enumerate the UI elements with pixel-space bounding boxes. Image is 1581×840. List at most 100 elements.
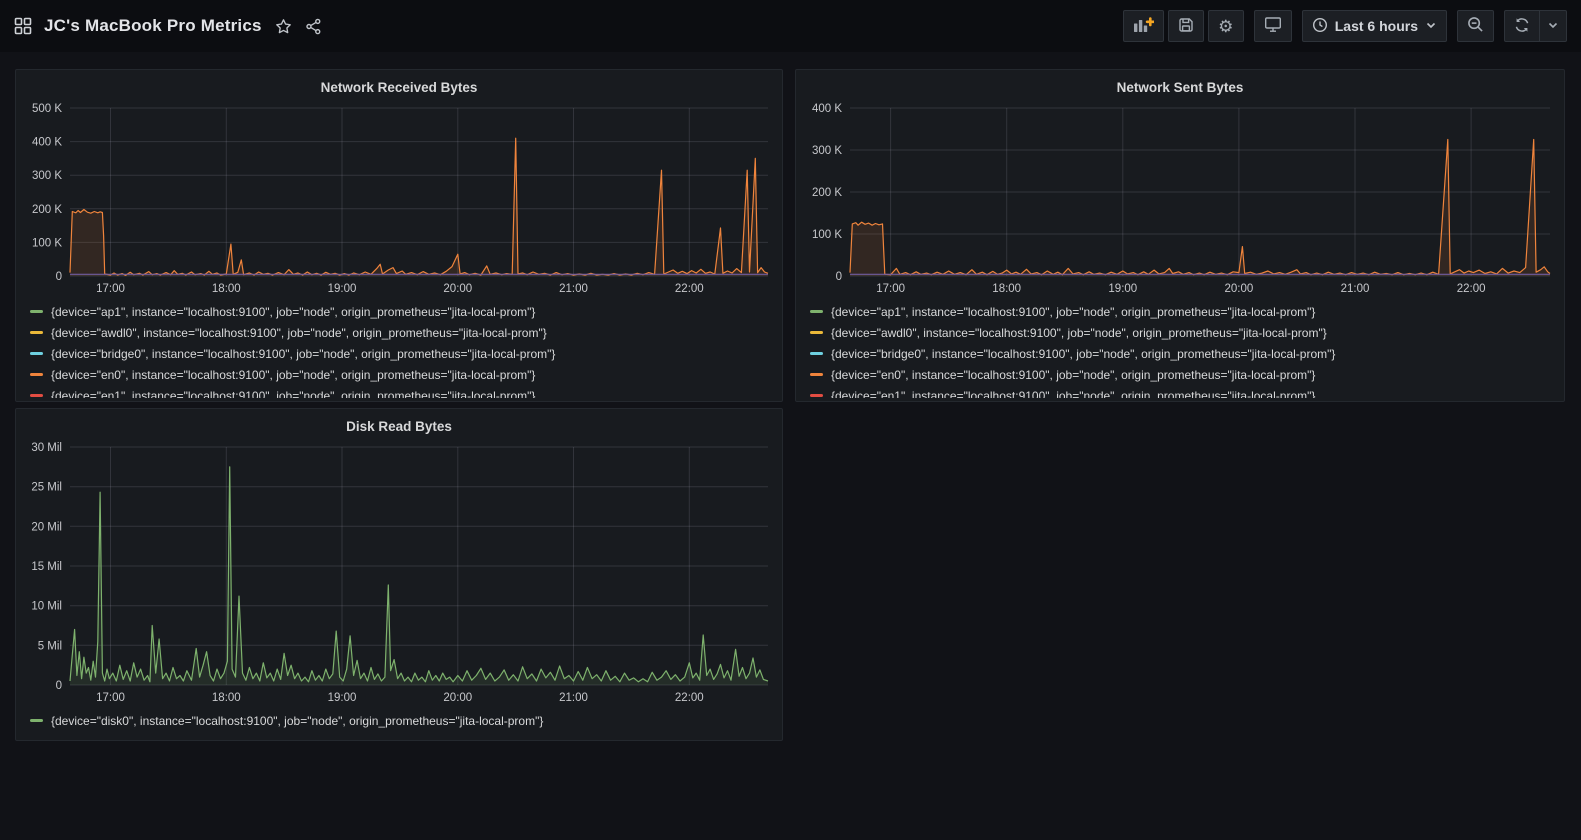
- zoom-out-icon: [1467, 16, 1484, 36]
- legend-series-dash: [30, 719, 43, 722]
- panel-title[interactable]: Network Sent Bytes: [1116, 80, 1244, 95]
- legend-item[interactable]: {device="en1", instance="localhost:9100"…: [30, 385, 768, 398]
- svg-text:10 Mil: 10 Mil: [31, 601, 62, 613]
- svg-text:400 K: 400 K: [812, 103, 842, 115]
- zoom-out-button[interactable]: [1457, 10, 1494, 42]
- svg-text:19:00: 19:00: [328, 283, 357, 295]
- panel-network-sent: Network Sent Bytes 17:00 18:00 19:00 20:00 2…: [795, 69, 1565, 402]
- time-range-picker[interactable]: Last 6 hours: [1301, 10, 1447, 42]
- svg-text:17:00: 17:00: [96, 283, 125, 295]
- svg-text:300 K: 300 K: [32, 170, 62, 182]
- svg-text:30 Mil: 30 Mil: [31, 442, 62, 454]
- svg-text:15 Mil: 15 Mil: [31, 561, 62, 573]
- legend-item[interactable]: {device="ap1", instance="localhost:9100"…: [30, 301, 768, 322]
- svg-text:20:00: 20:00: [443, 692, 472, 704]
- cycle-view-mode-button[interactable]: [1253, 10, 1292, 42]
- star-icon[interactable]: [274, 17, 293, 36]
- apps-icon[interactable]: [14, 17, 32, 35]
- svg-text:21:00: 21:00: [559, 692, 588, 704]
- svg-text:18:00: 18:00: [992, 283, 1021, 295]
- refresh-interval-dropdown[interactable]: [1539, 10, 1567, 42]
- panel-title[interactable]: Disk Read Bytes: [346, 419, 452, 434]
- svg-text:17:00: 17:00: [96, 692, 125, 704]
- legend-series-label: {device="bridge0", instance="localhost:9…: [51, 346, 556, 361]
- legend: {device="ap1", instance="localhost:9100"…: [804, 298, 1556, 398]
- legend-series-label: {device="en0", instance="localhost:9100"…: [831, 367, 1316, 382]
- legend-series-dash: [810, 352, 823, 355]
- legend-series-label: {device="bridge0", instance="localhost:9…: [831, 346, 1336, 361]
- svg-text:19:00: 19:00: [1108, 283, 1137, 295]
- save-icon: [1178, 17, 1194, 36]
- legend-item[interactable]: {device="awdl0", instance="localhost:910…: [810, 322, 1550, 343]
- legend-item[interactable]: {device="ap1", instance="localhost:9100"…: [810, 301, 1550, 322]
- svg-text:17:00: 17:00: [876, 283, 905, 295]
- clock-icon: [1312, 17, 1328, 36]
- legend-item[interactable]: {device="awdl0", instance="localhost:910…: [30, 322, 768, 343]
- chevron-down-icon: [1425, 19, 1437, 34]
- svg-text:18:00: 18:00: [212, 283, 241, 295]
- chevron-down-icon: [1547, 19, 1559, 34]
- legend: {device="ap1", instance="localhost:9100"…: [24, 298, 774, 398]
- timeseries-chart[interactable]: 17:00 18:00 19:00 20:00 21:00 22:00 0 100 K 200 …: [804, 100, 1558, 298]
- timeseries-chart[interactable]: 17:00 18:00 19:00 20:00 21:00 22:00 0 100 K 200 …: [24, 100, 776, 298]
- legend-series-dash: [30, 331, 43, 334]
- dashboard-title[interactable]: JC's MacBook Pro Metrics: [44, 16, 262, 35]
- svg-text:400 K: 400 K: [32, 137, 62, 149]
- svg-text:0: 0: [56, 680, 62, 692]
- svg-text:22:00: 22:00: [675, 692, 704, 704]
- share-icon[interactable]: [305, 18, 322, 35]
- legend-series-dash: [810, 373, 823, 376]
- svg-text:200 K: 200 K: [32, 204, 62, 216]
- svg-text:0: 0: [56, 271, 62, 283]
- legend: {device="disk0", instance="localhost:910…: [24, 707, 774, 737]
- legend-series-label: {device="awdl0", instance="localhost:910…: [51, 325, 547, 340]
- legend-series-label: {device="en1", instance="localhost:9100"…: [51, 388, 536, 399]
- svg-text:25 Mil: 25 Mil: [31, 482, 62, 494]
- legend-item[interactable]: {device="bridge0", instance="localhost:9…: [30, 343, 768, 364]
- add-panel-button[interactable]: [1122, 10, 1164, 42]
- legend-series-dash: [30, 373, 43, 376]
- legend-series-dash: [30, 352, 43, 355]
- legend-item[interactable]: {device="bridge0", instance="localhost:9…: [810, 343, 1550, 364]
- svg-text:22:00: 22:00: [675, 283, 704, 295]
- legend-series-dash: [30, 394, 43, 397]
- legend-series-dash: [810, 394, 823, 397]
- svg-text:5 Mil: 5 Mil: [38, 640, 62, 652]
- panel-title[interactable]: Network Received Bytes: [320, 80, 478, 95]
- legend-series-label: {device="awdl0", instance="localhost:910…: [831, 325, 1327, 340]
- svg-text:200 K: 200 K: [812, 187, 842, 199]
- svg-text:20:00: 20:00: [443, 283, 472, 295]
- monitor-icon: [1264, 16, 1282, 36]
- svg-text:21:00: 21:00: [1341, 283, 1370, 295]
- legend-series-dash: [810, 331, 823, 334]
- legend-series-label: {device="disk0", instance="localhost:910…: [51, 713, 544, 728]
- save-dashboard-button[interactable]: [1167, 10, 1204, 42]
- svg-text:21:00: 21:00: [559, 283, 588, 295]
- panel-network-received: Network Received Bytes 17:00 18:00 19:00 20…: [15, 69, 783, 402]
- svg-text:0: 0: [836, 271, 842, 283]
- panel-add-icon: [1133, 16, 1155, 36]
- svg-text:20:00: 20:00: [1225, 283, 1254, 295]
- refresh-button[interactable]: [1504, 10, 1540, 42]
- time-range-label: Last 6 hours: [1334, 18, 1418, 34]
- gear-icon: ⚙: [1218, 16, 1234, 36]
- svg-text:18:00: 18:00: [212, 692, 241, 704]
- svg-text:22:00: 22:00: [1457, 283, 1486, 295]
- legend-series-label: {device="ap1", instance="localhost:9100"…: [831, 304, 1316, 319]
- legend-series-dash: [30, 310, 43, 313]
- legend-series-label: {device="ap1", instance="localhost:9100"…: [51, 304, 536, 319]
- legend-item[interactable]: {device="en0", instance="localhost:9100"…: [810, 364, 1550, 385]
- legend-series-label: {device="en1", instance="localhost:9100"…: [831, 388, 1316, 399]
- legend-item[interactable]: {device="en0", instance="localhost:9100"…: [30, 364, 768, 385]
- svg-text:100 K: 100 K: [32, 237, 62, 249]
- legend-item[interactable]: {device="disk0", instance="localhost:910…: [30, 710, 768, 731]
- svg-text:20 Mil: 20 Mil: [31, 521, 62, 533]
- dashboard-settings-button[interactable]: ⚙: [1207, 10, 1244, 42]
- dashboard-header: JC's MacBook Pro Metrics ⚙: [0, 0, 1581, 52]
- legend-item[interactable]: {device="en1", instance="localhost:9100"…: [810, 385, 1550, 398]
- refresh-icon: [1514, 17, 1530, 36]
- svg-text:500 K: 500 K: [32, 103, 62, 115]
- panel-disk-read: Disk Read Bytes 17:00 18:00 19:00 20:00 21:0…: [15, 408, 783, 741]
- legend-series-dash: [810, 310, 823, 313]
- timeseries-chart[interactable]: 17:00 18:00 19:00 20:00 21:00 22:00 0 5 Mil 10 M…: [24, 439, 776, 707]
